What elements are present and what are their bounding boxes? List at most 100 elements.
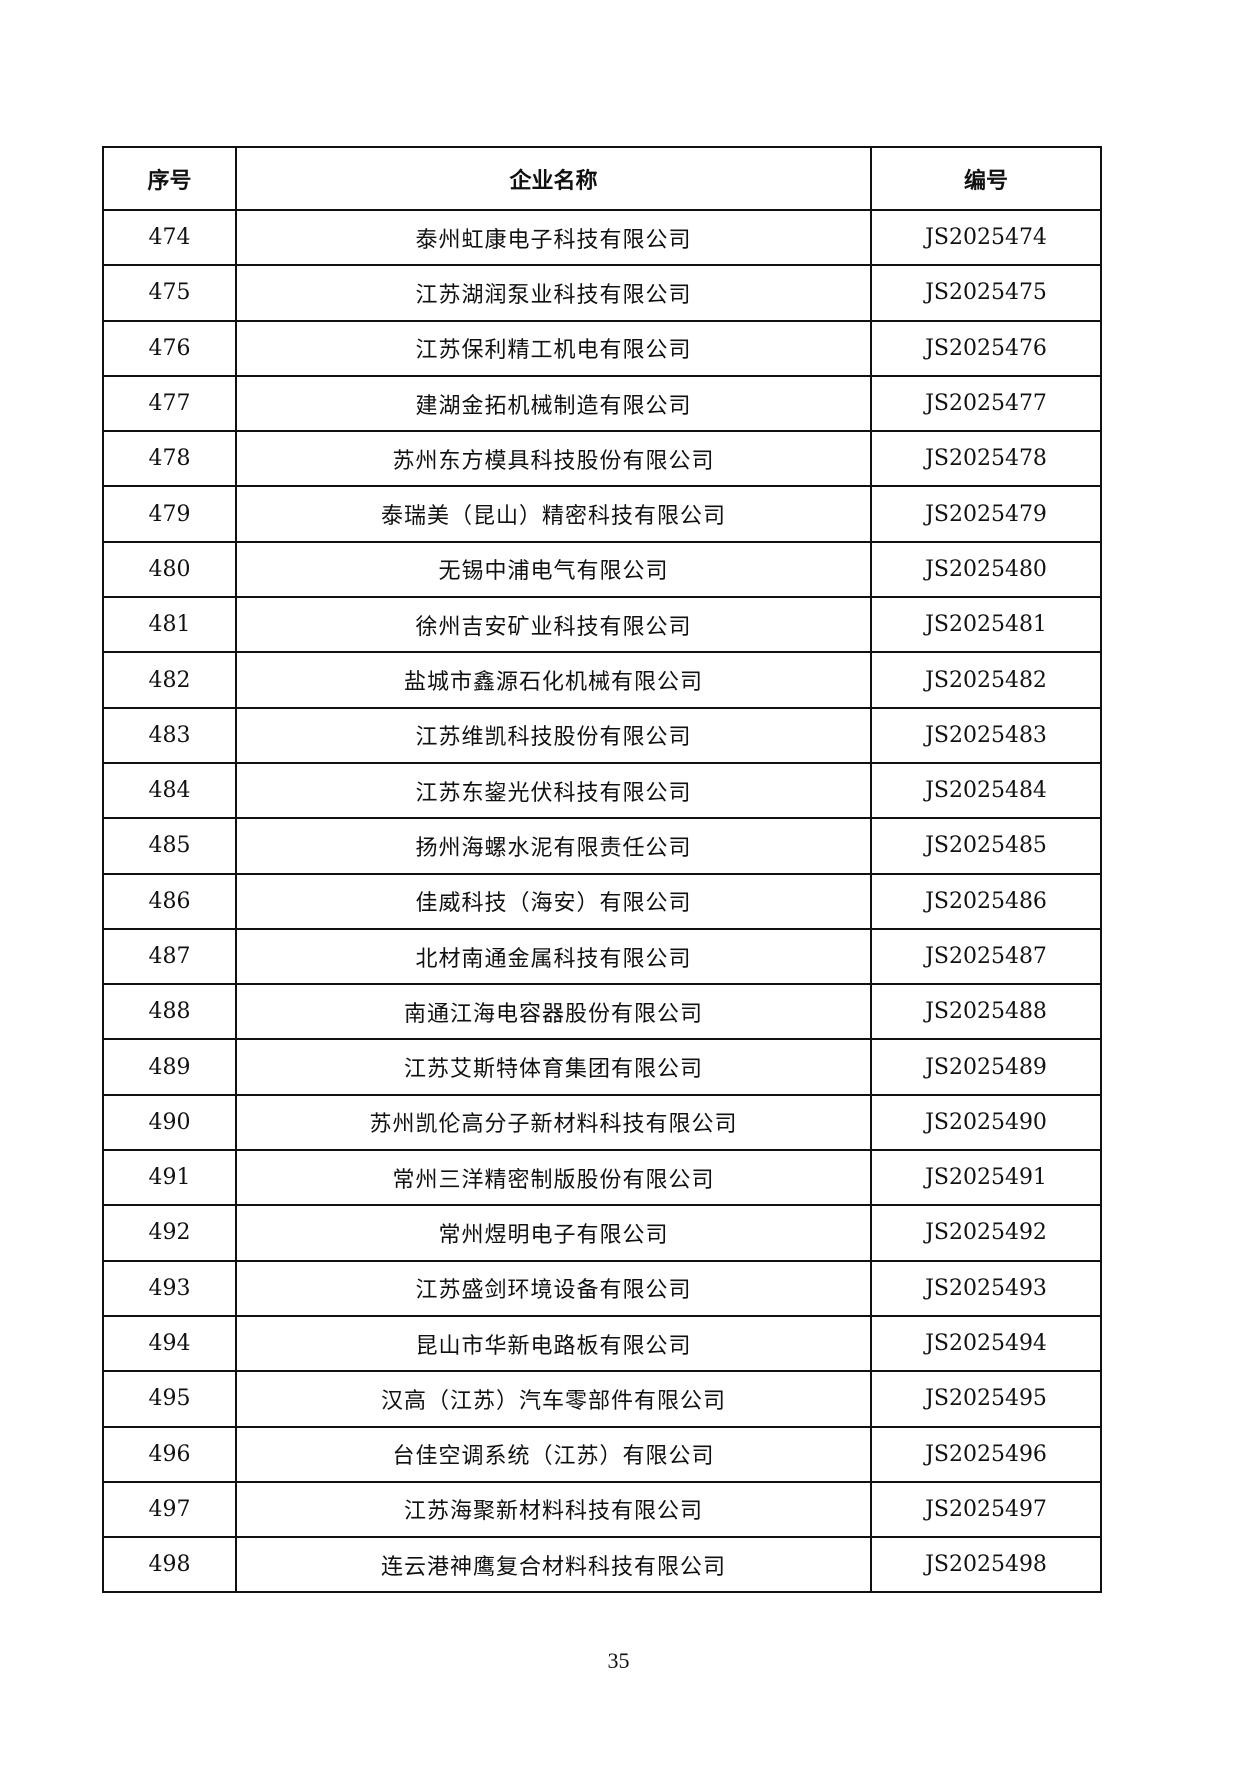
table-row: 491 常州三洋精密制版股份有限公司 JS2025491 — [102, 1149, 1102, 1207]
table-row: 496 台佳空调系统（江苏）有限公司 JS2025496 — [102, 1425, 1102, 1483]
table-row: 490 苏州凯伦高分子新材料科技有限公司 JS2025490 — [102, 1093, 1102, 1152]
page-number: 35 — [607, 1648, 630, 1673]
code-cell: JS2025480 — [870, 540, 1102, 599]
serial-number-cell: 487 — [102, 927, 237, 986]
table-row: 492 常州煜明电子有限公司 JS2025492 — [102, 1204, 1102, 1262]
code-cell: JS2025487 — [870, 927, 1102, 986]
serial-number-cell: 484 — [102, 761, 237, 820]
company-name-cell: 徐州吉安矿业科技有限公司 — [235, 596, 872, 654]
table-row: 487 北材南通金属科技有限公司 JS2025487 — [102, 927, 1102, 986]
table-row: 482 盐城市鑫源石化机械有限公司 JS2025482 — [102, 651, 1102, 709]
table-row: 494 昆山市华新电路板有限公司 JS2025494 — [102, 1314, 1102, 1373]
company-name-cell: 泰瑞美（昆山）精密科技有限公司 — [235, 485, 872, 543]
code-cell: JS2025485 — [870, 817, 1102, 875]
serial-number-cell: 476 — [102, 319, 237, 377]
company-name-cell: 江苏东鋆光伏科技有限公司 — [235, 761, 872, 820]
table-header-row: 序号 企业名称 编号 — [102, 146, 1102, 211]
serial-number-cell: 478 — [102, 430, 237, 488]
header-serial-number: 序号 — [102, 146, 237, 211]
company-name-cell: 连云港神鹰复合材料科技有限公司 — [235, 1536, 872, 1594]
company-name-cell: 苏州东方模具科技股份有限公司 — [235, 430, 872, 488]
table-row: 479 泰瑞美（昆山）精密科技有限公司 JS2025479 — [102, 485, 1102, 543]
table-row: 475 江苏湖润泵业科技有限公司 JS2025475 — [102, 264, 1102, 322]
code-cell: JS2025497 — [870, 1480, 1102, 1539]
company-name-cell: 北材南通金属科技有限公司 — [235, 927, 872, 986]
company-name-cell: 建湖金拓机械制造有限公司 — [235, 374, 872, 433]
company-name-cell: 常州煜明电子有限公司 — [235, 1204, 872, 1262]
company-name-cell: 苏州凯伦高分子新材料科技有限公司 — [235, 1093, 872, 1152]
serial-number-cell: 477 — [102, 374, 237, 433]
code-cell: JS2025479 — [870, 485, 1102, 543]
serial-number-cell: 490 — [102, 1093, 237, 1152]
serial-number-cell: 475 — [102, 264, 237, 322]
code-cell: JS2025477 — [870, 374, 1102, 433]
code-cell: JS2025486 — [870, 872, 1102, 930]
code-cell: JS2025490 — [870, 1093, 1102, 1152]
serial-number-cell: 493 — [102, 1259, 237, 1317]
serial-number-cell: 491 — [102, 1149, 237, 1207]
company-name-cell: 江苏湖润泵业科技有限公司 — [235, 264, 872, 322]
company-name-cell: 无锡中浦电气有限公司 — [235, 540, 872, 599]
serial-number-cell: 494 — [102, 1314, 237, 1373]
serial-number-cell: 488 — [102, 983, 237, 1041]
table-row: 474 泰州虹康电子科技有限公司 JS2025474 — [102, 208, 1102, 267]
code-cell: JS2025488 — [870, 983, 1102, 1041]
company-name-cell: 汉高（江苏）汽车零部件有限公司 — [235, 1370, 872, 1428]
code-cell: JS2025474 — [870, 208, 1102, 267]
header-company-name: 企业名称 — [235, 146, 872, 211]
code-cell: JS2025493 — [870, 1259, 1102, 1317]
table-row: 489 江苏艾斯特体育集团有限公司 JS2025489 — [102, 1038, 1102, 1096]
code-cell: JS2025482 — [870, 651, 1102, 709]
serial-number-cell: 474 — [102, 208, 237, 267]
table-row: 488 南通江海电容器股份有限公司 JS2025488 — [102, 983, 1102, 1041]
company-name-cell: 江苏艾斯特体育集团有限公司 — [235, 1038, 872, 1096]
table-row: 478 苏州东方模具科技股份有限公司 JS2025478 — [102, 430, 1102, 488]
code-cell: JS2025484 — [870, 761, 1102, 820]
serial-number-cell: 498 — [102, 1536, 237, 1594]
code-cell: JS2025489 — [870, 1038, 1102, 1096]
company-name-cell: 江苏维凯科技股份有限公司 — [235, 706, 872, 764]
serial-number-cell: 486 — [102, 872, 237, 930]
serial-number-cell: 480 — [102, 540, 237, 599]
table-row: 495 汉高（江苏）汽车零部件有限公司 JS2025495 — [102, 1370, 1102, 1428]
company-name-cell: 佳威科技（海安）有限公司 — [235, 872, 872, 930]
table-row: 498 连云港神鹰复合材料科技有限公司 JS2025498 — [102, 1536, 1102, 1594]
table-row: 484 江苏东鋆光伏科技有限公司 JS2025484 — [102, 761, 1102, 820]
code-cell: JS2025498 — [870, 1536, 1102, 1594]
table-row: 483 江苏维凯科技股份有限公司 JS2025483 — [102, 706, 1102, 764]
company-name-cell: 台佳空调系统（江苏）有限公司 — [235, 1425, 872, 1483]
serial-number-cell: 492 — [102, 1204, 237, 1262]
company-name-cell: 江苏海聚新材料科技有限公司 — [235, 1480, 872, 1539]
serial-number-cell: 481 — [102, 596, 237, 654]
code-cell: JS2025492 — [870, 1204, 1102, 1262]
company-name-cell: 昆山市华新电路板有限公司 — [235, 1314, 872, 1373]
serial-number-cell: 479 — [102, 485, 237, 543]
company-name-cell: 南通江海电容器股份有限公司 — [235, 983, 872, 1041]
code-cell: JS2025494 — [870, 1314, 1102, 1373]
table-row: 480 无锡中浦电气有限公司 JS2025480 — [102, 540, 1102, 599]
code-cell: JS2025481 — [870, 596, 1102, 654]
table-row: 493 江苏盛剑环境设备有限公司 JS2025493 — [102, 1259, 1102, 1317]
company-name-cell: 扬州海螺水泥有限责任公司 — [235, 817, 872, 875]
serial-number-cell: 482 — [102, 651, 237, 709]
code-cell: JS2025483 — [870, 706, 1102, 764]
code-cell: JS2025478 — [870, 430, 1102, 488]
company-list-table: 序号 企业名称 编号 474 泰州虹康电子科技有限公司 JS2025474 475 江苏… — [102, 146, 1102, 1594]
serial-number-cell: 485 — [102, 817, 237, 875]
serial-number-cell: 489 — [102, 1038, 237, 1096]
serial-number-cell: 495 — [102, 1370, 237, 1428]
code-cell: JS2025496 — [870, 1425, 1102, 1483]
company-name-cell: 常州三洋精密制版股份有限公司 — [235, 1149, 872, 1207]
table-row: 486 佳威科技（海安）有限公司 JS2025486 — [102, 872, 1102, 930]
serial-number-cell: 497 — [102, 1480, 237, 1539]
table-row: 485 扬州海螺水泥有限责任公司 JS2025485 — [102, 817, 1102, 875]
header-code: 编号 — [870, 146, 1102, 211]
code-cell: JS2025475 — [870, 264, 1102, 322]
table-row: 481 徐州吉安矿业科技有限公司 JS2025481 — [102, 596, 1102, 654]
code-cell: JS2025491 — [870, 1149, 1102, 1207]
code-cell: JS2025495 — [870, 1370, 1102, 1428]
company-name-cell: 盐城市鑫源石化机械有限公司 — [235, 651, 872, 709]
company-name-cell: 江苏盛剑环境设备有限公司 — [235, 1259, 872, 1317]
company-name-cell: 泰州虹康电子科技有限公司 — [235, 208, 872, 267]
serial-number-cell: 496 — [102, 1425, 237, 1483]
